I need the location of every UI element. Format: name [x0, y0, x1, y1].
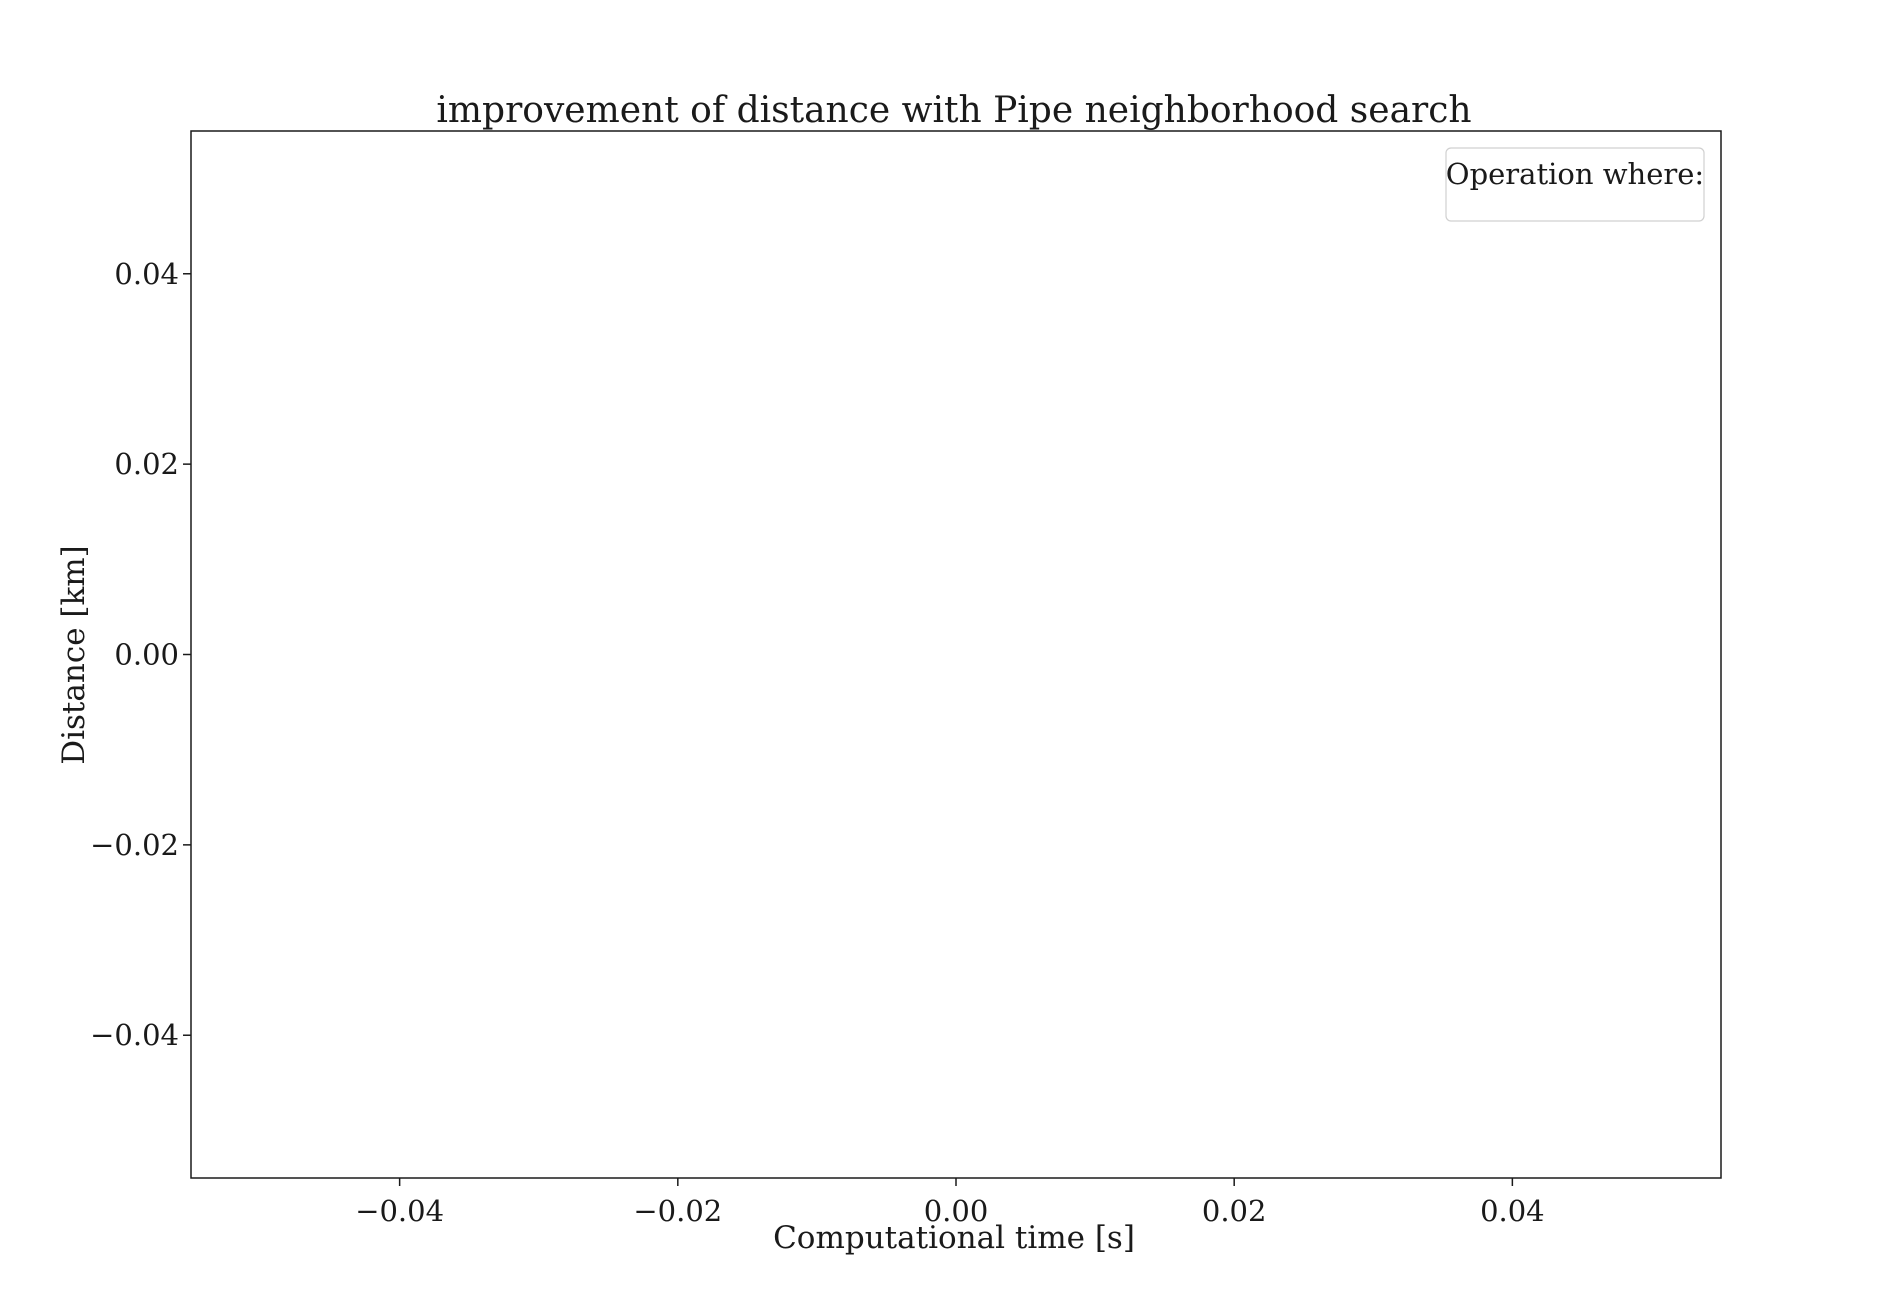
y-axis-label: Distance [km] [56, 545, 92, 765]
plot-area [190, 130, 1722, 1179]
legend-title: Operation where: [1446, 157, 1704, 191]
y-tick-label: −0.04 [90, 1018, 179, 1052]
x-axis: −0.04 −0.02 0.00 0.02 0.04 [355, 1178, 1545, 1228]
y-tick-label: 0.00 [114, 638, 179, 672]
legend: Operation where: [1445, 147, 1705, 222]
chart-title: improvement of distance with Pipe neighb… [436, 90, 1471, 131]
x-tick-label: −0.04 [355, 1194, 444, 1228]
y-tick-label: −0.02 [90, 828, 179, 862]
y-tick-label: 0.04 [114, 257, 179, 291]
x-tick-label: 0.00 [924, 1194, 989, 1228]
x-tick-label: 0.04 [1480, 1194, 1545, 1228]
x-tick-label: 0.02 [1202, 1194, 1267, 1228]
legend-box [1445, 147, 1705, 222]
y-axis: −0.04 −0.02 0.00 0.02 0.04 [90, 257, 191, 1052]
x-axis-label: Computational time [s] [773, 1220, 1135, 1256]
x-tick-label: −0.02 [633, 1194, 722, 1228]
y-tick-label: 0.02 [114, 447, 179, 481]
